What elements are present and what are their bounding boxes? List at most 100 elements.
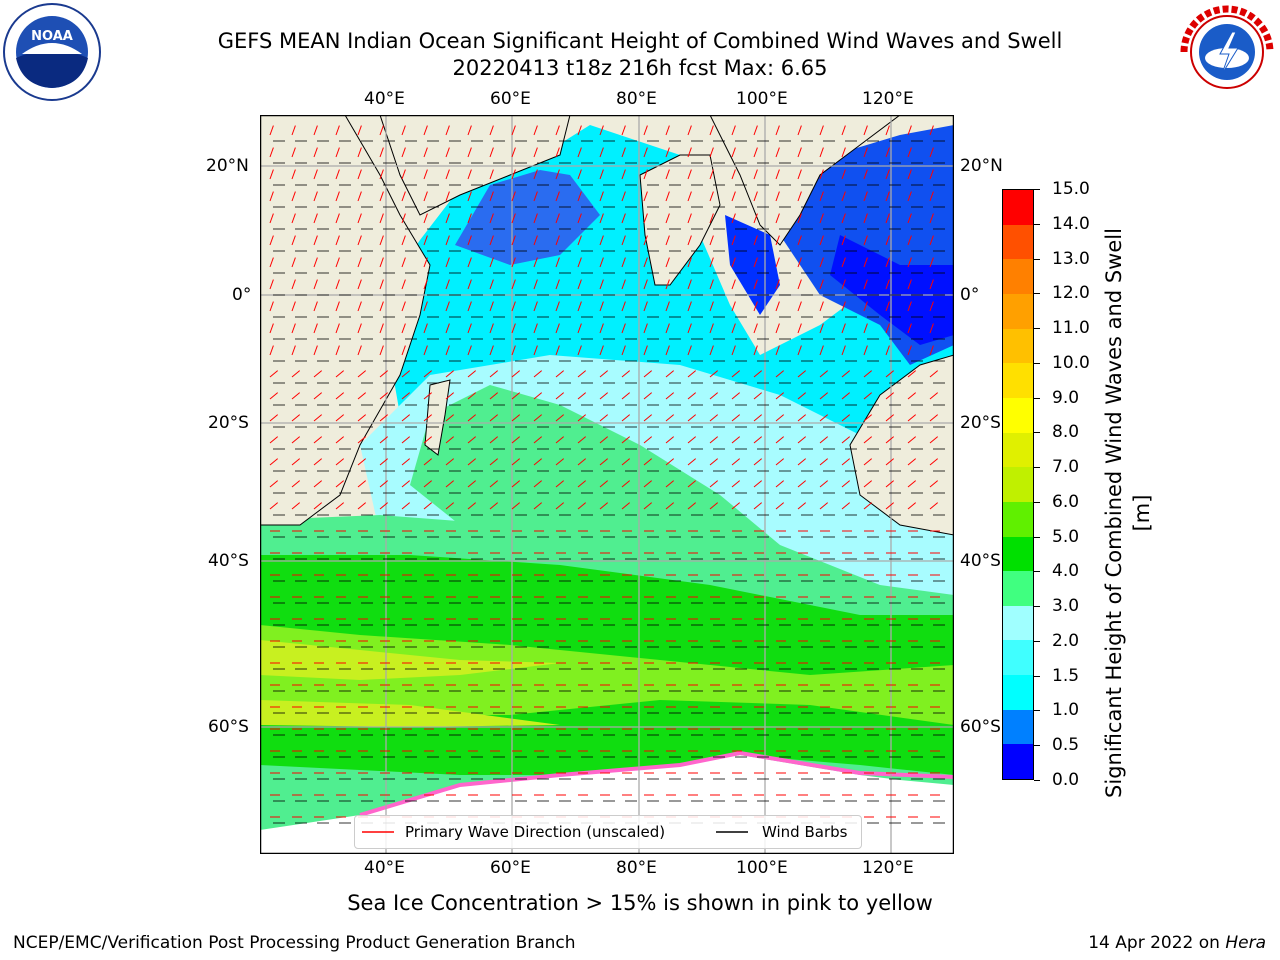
wave-direction-arrow — [291, 213, 296, 224]
wave-direction-arrow — [269, 480, 279, 488]
wave-direction-arrow — [687, 370, 697, 378]
wave-direction-arrow — [797, 235, 802, 246]
wave-direction-arrow — [423, 213, 428, 224]
wave-direction-arrow — [797, 414, 807, 422]
wave-direction-arrow — [599, 235, 604, 246]
wave-direction-arrow — [687, 392, 697, 400]
wave-direction-arrow — [379, 414, 389, 422]
date-text: 14 Apr 2022 on — [1088, 933, 1220, 953]
wave-direction-arrow — [621, 279, 626, 290]
legend-primary-label: Primary Wave Direction (unscaled) — [405, 823, 666, 841]
wave-direction-arrow — [841, 235, 846, 246]
wave-direction-arrow — [687, 125, 692, 136]
wave-direction-arrow — [533, 125, 538, 136]
wave-direction-arrow — [511, 235, 516, 246]
wave-direction-arrow — [621, 480, 631, 488]
wave-direction-arrow — [467, 323, 472, 334]
wave-direction-arrow — [511, 323, 516, 334]
colorbar-tick-mark — [1034, 189, 1040, 190]
wave-direction-arrow — [709, 370, 719, 378]
lon-tick-bottom-100e: 100°E — [736, 858, 788, 878]
lon-tick-top-60e: 60°E — [490, 89, 531, 109]
wave-direction-arrow — [731, 480, 741, 488]
wave-direction-arrow — [709, 392, 719, 400]
colorbar-swatch — [1003, 397, 1033, 433]
colorbar-tick-label: 14.0 — [1052, 213, 1090, 234]
wave-direction-arrow — [313, 169, 318, 180]
wave-direction-arrow — [819, 323, 824, 334]
wave-direction-arrow — [379, 458, 389, 466]
wave-direction-arrow — [731, 323, 736, 334]
wave-direction-arrow — [291, 392, 301, 400]
lat-tick-right-20n: 20°N — [960, 156, 1003, 176]
wave-direction-arrow — [643, 169, 648, 180]
wave-direction-arrow — [401, 502, 411, 510]
wave-direction-arrow — [643, 458, 653, 466]
wave-direction-arrow — [467, 147, 472, 158]
wave-direction-arrow — [709, 235, 714, 246]
wave-direction-arrow — [555, 257, 560, 268]
wave-direction-arrow — [357, 213, 362, 224]
wave-direction-arrow — [753, 323, 758, 334]
wave-direction-arrow — [929, 125, 934, 136]
wave-direction-arrow — [445, 301, 450, 312]
wave-direction-arrow — [533, 345, 538, 356]
colorbar-tick-label: 12.0 — [1052, 283, 1090, 304]
wave-direction-arrow — [819, 345, 824, 356]
wave-direction-arrow — [599, 191, 604, 202]
wave-direction-arrow — [445, 279, 450, 290]
wave-direction-arrow — [709, 125, 714, 136]
wave-direction-arrow — [665, 480, 675, 488]
wave-direction-arrow — [819, 370, 829, 378]
wave-direction-arrow — [533, 147, 538, 158]
date-stamp: 14 Apr 2022 on Hera — [1088, 933, 1266, 953]
wave-direction-arrow — [555, 169, 560, 180]
lat-tick-right-40s: 40°S — [960, 551, 1001, 571]
colorbar-tick-mark — [1034, 536, 1040, 538]
wave-direction-arrow — [797, 480, 807, 488]
wave-direction-arrow — [929, 191, 934, 202]
wave-direction-arrow — [511, 370, 521, 378]
wave-direction-arrow — [577, 414, 587, 422]
wave-direction-arrow — [907, 125, 912, 136]
lon-tick-top-100e: 100°E — [736, 89, 788, 109]
wave-direction-arrow — [401, 436, 411, 444]
wave-direction-arrow — [555, 235, 560, 246]
wave-direction-arrow — [489, 392, 499, 400]
colorbar-swatch — [1003, 467, 1033, 502]
wave-direction-arrow — [731, 257, 736, 268]
wave-direction-arrow — [709, 191, 714, 202]
wave-direction-arrow — [775, 392, 785, 400]
wave-direction-arrow — [423, 125, 428, 136]
wave-direction-arrow — [313, 301, 318, 312]
wave-direction-arrow — [511, 301, 516, 312]
wave-direction-arrow — [863, 502, 873, 510]
wave-direction-arrow — [885, 436, 895, 444]
wave-direction-arrow — [775, 436, 785, 444]
colorbar-tick-label: 7.0 — [1052, 457, 1080, 478]
wave-direction-arrow — [797, 458, 807, 466]
wave-direction-arrow — [511, 458, 521, 466]
wave-direction-arrow — [709, 458, 719, 466]
wave-direction-arrow — [929, 345, 934, 356]
wave-direction-arrow — [269, 147, 274, 158]
wave-direction-arrow — [885, 191, 890, 202]
wave-direction-arrow — [775, 345, 780, 356]
wave-direction-arrow — [731, 414, 741, 422]
wave-direction-arrow — [643, 436, 653, 444]
wave-direction-arrow — [357, 235, 362, 246]
wave-direction-arrow — [269, 458, 279, 466]
map-frame — [259, 114, 955, 855]
wave-direction-arrow — [445, 323, 450, 334]
wave-direction-arrow — [577, 147, 582, 158]
wave-direction-arrow — [643, 235, 648, 246]
wave-direction-arrow — [687, 345, 692, 356]
colorbar-tick-label: 1.5 — [1052, 665, 1080, 686]
wave-direction-arrow — [929, 502, 939, 510]
wave-direction-arrow — [313, 323, 318, 334]
wave-direction-arrow — [775, 301, 780, 312]
wave-direction-arrow — [291, 414, 301, 422]
wave-direction-arrow — [335, 458, 345, 466]
wave-direction-arrow — [863, 279, 868, 290]
wave-direction-arrow — [907, 323, 912, 334]
